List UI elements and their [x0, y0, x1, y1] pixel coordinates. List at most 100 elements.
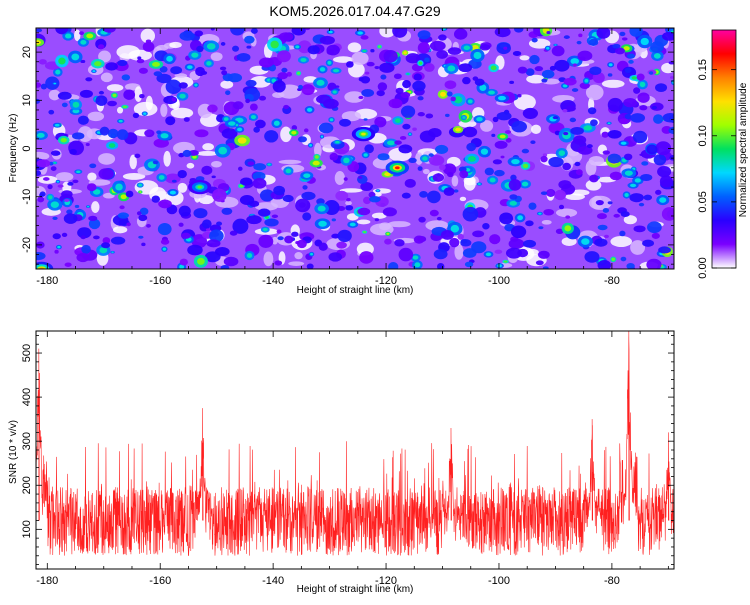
- spectrogram-cell: [153, 71, 163, 77]
- spectrogram-cell: [223, 256, 239, 267]
- spectrogram-cell: [517, 215, 524, 221]
- spectrogram-cell: [500, 155, 505, 159]
- spectrogram-cell: [619, 31, 626, 37]
- spectrogram-cell: [64, 198, 70, 202]
- spectrogram-cell: [563, 131, 569, 136]
- spectrogram-cell: [639, 104, 648, 111]
- spectrogram-cell: [555, 208, 578, 218]
- spectrogram-cell: [596, 213, 607, 220]
- spectrogram-cell: [64, 262, 72, 267]
- spectrogram-cell: [384, 238, 392, 245]
- spectrogram-cell: [462, 116, 466, 119]
- spectrogram-cell: [529, 54, 540, 65]
- colorbar: 0.00 0.05 0.10 0.15 Normalized spectral amp…: [697, 29, 749, 279]
- spectrogram-cell: [196, 45, 204, 53]
- spectrogram-cell: [346, 61, 354, 68]
- spectrogram-cell: [246, 215, 262, 225]
- spectrogram-cell: [447, 171, 454, 178]
- spectrogram-cell: [401, 192, 411, 199]
- spectrogram-cell: [306, 263, 314, 269]
- spectrogram-cell: [194, 129, 209, 138]
- spectrogram-cell: [106, 84, 124, 92]
- spectrogram-cell: [302, 212, 312, 221]
- spectrogram-cell: [245, 79, 257, 87]
- spectrogram-cell: [571, 88, 579, 92]
- x-tick-label: -160: [149, 275, 171, 287]
- spectrogram-cell: [153, 138, 169, 148]
- spectrogram-cell: [626, 262, 635, 269]
- spectrogram-cell: [259, 189, 275, 202]
- spectrogram-cell: [608, 63, 613, 67]
- spectrogram-cell: [360, 182, 374, 192]
- spectrogram-cell: [343, 177, 348, 181]
- spectrogram-cell: [670, 76, 674, 79]
- spectrogram-cell: [629, 193, 644, 203]
- spectrogram-cell: [216, 221, 223, 226]
- spectrogram-cell: [650, 41, 664, 53]
- spectrogram-cell: [419, 190, 428, 198]
- spectrogram-cell: [117, 212, 129, 219]
- spectrogram-cell: [363, 231, 367, 234]
- x-tick-label: -140: [262, 575, 284, 587]
- spectrogram-cell: [36, 151, 50, 161]
- spectrogram-cell: [69, 148, 77, 155]
- spectrogram-cell: [546, 46, 550, 50]
- spectrogram-cell: [108, 143, 116, 148]
- spectrogram-cell: [288, 261, 305, 266]
- spectrogram-cell: [36, 82, 42, 88]
- spectrogram-cell: [630, 113, 646, 123]
- spectrogram-cell: [558, 180, 572, 190]
- spectrogram-cell: [623, 46, 630, 51]
- spectrogram-cell: [237, 137, 247, 144]
- spectrogram-cell: [446, 91, 453, 97]
- spectrogram-cell: [540, 191, 548, 195]
- spectrogram-cell: [160, 239, 170, 245]
- spectrogram-cell: [405, 53, 421, 64]
- spectrogram-cell: [587, 107, 597, 115]
- spectrogram-cell: [341, 111, 361, 122]
- spectrogram-cell: [649, 71, 654, 75]
- spectrogram-cell: [179, 31, 195, 41]
- spectrogram-cell: [540, 155, 548, 163]
- spectrogram-cell: [413, 235, 425, 244]
- spectrogram-cell: [136, 211, 142, 216]
- spectrogram-cell: [171, 179, 177, 183]
- spectrogram-cell: [318, 242, 328, 251]
- spectrogram-cell: [655, 189, 662, 195]
- spectrogram-cell: [589, 174, 599, 183]
- spectrogram-cell: [245, 98, 251, 104]
- spectrogram-cell: [525, 68, 535, 76]
- spectrogram-cell: [485, 252, 492, 257]
- spectrogram-cell: [659, 175, 673, 188]
- spectrogram-cell: [50, 150, 61, 156]
- spectrogram-y-label: Frequency (Hz): [8, 114, 19, 183]
- spectrogram-cell: [88, 218, 101, 230]
- spectrogram-cell: [613, 213, 620, 218]
- spectrogram-cell: [657, 165, 672, 178]
- spectrogram-cell: [497, 95, 506, 101]
- spectrogram-cell: [634, 178, 641, 183]
- snr-series-line: [36, 331, 674, 557]
- spectrogram-cell: [447, 65, 456, 72]
- spectrogram-cell: [489, 177, 496, 183]
- spectrogram-cell: [171, 97, 177, 102]
- spectrogram-cell: [165, 116, 176, 126]
- spectrogram-cell: [459, 196, 467, 202]
- spectrogram-cell: [573, 135, 587, 145]
- spectrogram-cell: [117, 59, 128, 67]
- spectrogram-cell: [417, 41, 431, 54]
- spectrogram-cell: [429, 209, 439, 217]
- spectrogram-cell: [364, 71, 370, 75]
- spectrogram-cell: [91, 201, 100, 214]
- spectrogram-cell: [453, 28, 468, 40]
- spectrogram-cell: [328, 252, 343, 262]
- spectrogram-cell: [85, 77, 93, 82]
- spectrogram-cell: [197, 257, 205, 265]
- spectrogram-cell: [206, 61, 212, 66]
- spectrogram-cell: [99, 247, 108, 254]
- spectrogram-cell: [191, 52, 199, 58]
- spectrogram-cell: [562, 108, 568, 113]
- spectrogram-cell: [187, 244, 203, 256]
- spectrogram-cell: [295, 198, 311, 213]
